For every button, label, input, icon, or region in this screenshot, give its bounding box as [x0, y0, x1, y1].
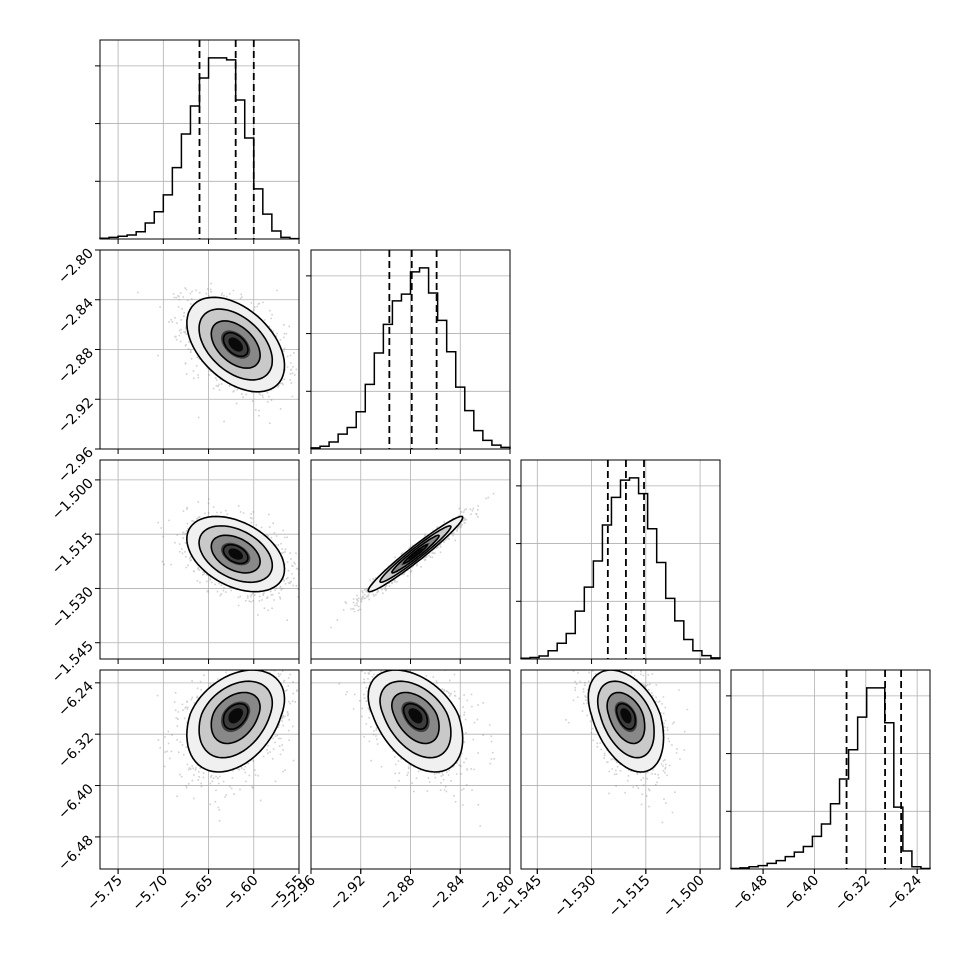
y-tick-label: −1.530 [49, 584, 97, 632]
density-level [408, 708, 423, 724]
contour-line [222, 702, 249, 730]
contour-line [186, 296, 286, 393]
contour-line [596, 680, 655, 759]
panel-frame [99, 669, 300, 870]
scatter-panel [99, 459, 300, 664]
x-tick-label: −5.75 [84, 873, 126, 915]
panel-frame [99, 39, 300, 240]
contour-line [379, 680, 452, 759]
y-tick-label: −1.515 [49, 530, 97, 578]
density-level [228, 708, 243, 724]
y-tick-label: −2.88 [55, 345, 97, 387]
panel-frame [520, 459, 721, 660]
x-tick-label: −1.530 [551, 873, 599, 921]
panel-frame [310, 249, 511, 450]
contour-line [210, 320, 261, 369]
y-tick-label: −2.92 [55, 395, 97, 437]
y-tick-label: −6.40 [55, 781, 97, 823]
x-tick-label: −6.48 [729, 873, 771, 915]
contour-line [367, 515, 464, 593]
contour-line [198, 525, 274, 584]
scatter-panel [310, 459, 511, 664]
panel-frame [730, 669, 931, 870]
scatter-panel [99, 669, 300, 874]
x-tick-label: −6.24 [883, 872, 925, 914]
y-tick-label: −1.500 [49, 475, 97, 523]
x-tick-label: −2.84 [426, 872, 468, 914]
contour-line [185, 670, 286, 773]
density-level [228, 337, 243, 352]
contour-line [367, 670, 464, 773]
y-tick-label: −6.32 [55, 730, 97, 772]
histogram-panel [726, 669, 931, 874]
contour-line [606, 691, 646, 745]
contour-line [222, 543, 249, 565]
panel-frame [520, 669, 721, 870]
x-tick-label: −6.32 [832, 873, 874, 915]
y-tick-label: −1.545 [49, 638, 97, 686]
contour-line [390, 691, 440, 745]
panel-frame [99, 459, 300, 660]
contour-line [379, 525, 452, 584]
density-level [620, 708, 632, 724]
contour-line [198, 680, 274, 759]
contour-line [210, 691, 261, 745]
y-tick-label: −6.48 [55, 832, 97, 874]
y-tick-label: −2.80 [55, 246, 97, 288]
density-level [228, 548, 243, 560]
contour-line [615, 702, 637, 731]
histogram-panel [95, 39, 300, 244]
x-tick-label: −5.60 [220, 873, 262, 915]
x-tick-label: −6.40 [781, 873, 823, 915]
x-tick-label: −1.515 [606, 873, 654, 921]
histogram-step [520, 477, 721, 660]
y-tick-label: −2.96 [55, 444, 97, 486]
x-tick-label: −2.88 [377, 873, 419, 915]
contour-line [185, 515, 286, 593]
x-tick-label: −2.92 [327, 873, 369, 915]
scatter-panel [99, 249, 300, 454]
histogram-step [99, 57, 300, 240]
histogram-step [310, 267, 511, 449]
x-tick-label: −5.70 [129, 873, 171, 915]
panel-frame [310, 459, 511, 660]
histogram-panel [306, 249, 511, 454]
density-level [408, 548, 423, 560]
histogram-step [730, 687, 931, 870]
contour-line [210, 534, 261, 574]
contour-line [222, 331, 249, 358]
scatter-panel [520, 669, 721, 874]
histogram-panel [516, 459, 721, 664]
contour-line [587, 670, 665, 773]
contour-line [391, 534, 440, 574]
scatter-panel [310, 669, 511, 874]
contour-line [402, 543, 429, 565]
x-tick-label: −5.65 [175, 873, 217, 915]
contour-line [198, 308, 274, 381]
contour-line [402, 702, 429, 730]
y-tick-label: −2.84 [55, 295, 97, 337]
x-tick-label: −1.500 [660, 873, 708, 921]
